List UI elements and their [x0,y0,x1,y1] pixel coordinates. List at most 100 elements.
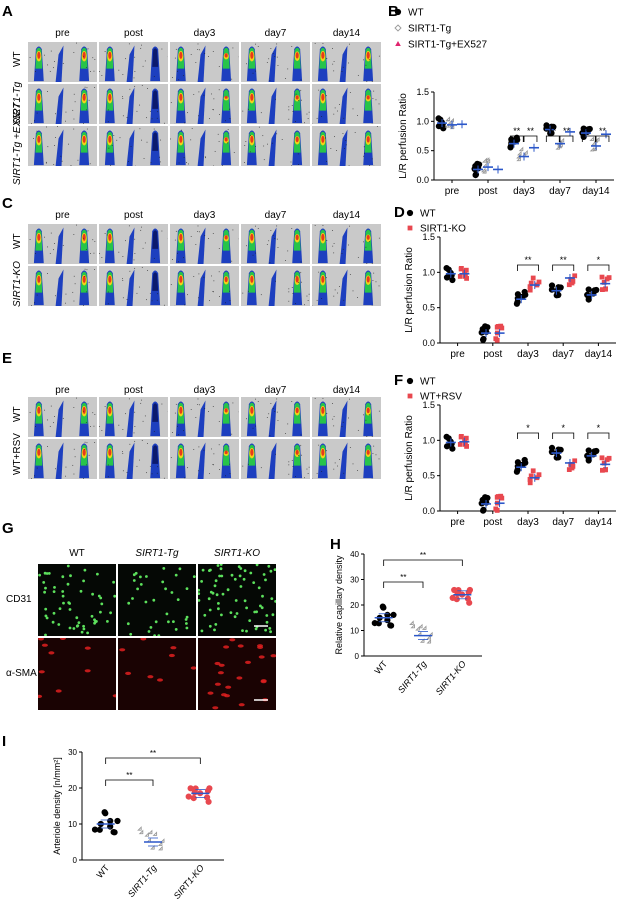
significance-bracket [559,135,574,142]
micro-column-label-0: WT [69,548,85,559]
data-point [111,829,118,836]
panel-letter-c: C [2,195,13,212]
x-tick-label: WT [373,658,390,676]
x-tick-label: post [483,517,502,528]
x-tick-label: day7 [552,349,574,360]
data-point [585,296,592,303]
data-point [204,787,212,794]
data-point [409,620,414,625]
y-tick-label: 0 [73,856,78,865]
series-points-SIRT1-Tg+EX527 [603,6,609,138]
data-point [514,291,522,298]
data-point [96,826,103,833]
data-point [138,829,144,835]
data-point [514,136,521,143]
data-point [443,443,451,450]
data-point [570,464,576,469]
data-point [480,167,486,173]
y-tick-label: 1.0 [416,116,429,126]
significance-bracket [545,135,560,142]
y-axis-label: Relative capillary density [334,555,344,655]
data-point [459,266,464,271]
y-tick-label: 0.0 [422,506,435,516]
group-points-SIRT1-Tg [137,826,165,851]
perfusion-image [241,397,310,437]
series-points-SIRT1-Tg [516,146,528,162]
data-point [463,442,468,447]
data-point [494,494,500,500]
data-point [527,284,533,290]
significance-label: ** [585,126,593,136]
x-tick-label: pre [445,186,460,196]
series-points-SIRT1-Tg [480,157,491,174]
y-tick-label: 1.0 [422,435,435,445]
data-point [566,282,572,288]
column-label-a-1: post [124,28,143,39]
y-axis-label: L/R perfusion Ratio [398,93,409,179]
perfusion-image [99,224,168,264]
perfusion-image [99,439,168,479]
significance-bracket [587,432,610,439]
data-point [445,116,451,121]
perfusion-image [312,439,381,479]
panel-letter-g: G [2,520,14,537]
data-point [457,442,463,447]
data-point [451,586,458,594]
data-point [536,279,542,285]
group-points-WT [91,809,121,836]
row-label-e-0: WT [12,406,23,423]
data-point [527,477,533,482]
data-point [566,467,572,472]
column-label-e-4: day14 [332,385,361,396]
perfusion-image [99,84,168,124]
micro-row-label-1: α-SMA [6,668,37,679]
significance-label: * [561,423,565,433]
data-point [499,325,505,331]
significance-bracket [509,135,524,142]
column-label-e-0: pre [55,385,70,396]
data-point [147,829,153,835]
significance-bracket [105,757,201,764]
perfusion-image [28,224,97,264]
data-point [426,634,431,640]
significance-bracket [517,432,539,439]
data-point [474,160,481,167]
micro-column-label-1: SIRT1-Tg [135,548,179,559]
legend-marker [406,377,414,385]
data-point [185,793,192,800]
significance-label: ** [524,255,532,265]
perfusion-image [28,42,97,82]
column-label-e-1: post [124,385,143,396]
data-point [600,467,605,473]
column-label-a-3: day7 [264,28,287,39]
data-point [493,336,499,342]
column-label-e-2: day3 [193,385,216,396]
data-point [514,467,521,474]
data-point [384,611,391,619]
data-point [559,137,565,143]
group-points-SIRT1-KO [185,785,213,805]
column-label-c-4: day14 [332,210,361,221]
perfusion-image [312,397,381,437]
data-point [523,149,528,155]
significance-label: ** [126,771,132,780]
data-point [449,445,456,452]
perfusion-image [312,266,381,306]
x-tick-label: day3 [513,186,535,196]
legend-marker [407,393,413,399]
series-points-SIRT1-KO [599,274,612,292]
row-label-a-2: SIRT1-Tg +EX527 [12,103,23,185]
data-point [508,136,515,143]
y-tick-label: 0.5 [416,146,429,156]
x-tick-label: day7 [549,186,571,196]
column-label-e-3: day7 [264,385,287,396]
perfusion-image [170,397,239,437]
column-label-c-1: post [124,210,143,221]
perfusion-image [28,266,97,306]
perfusion-image [312,126,381,166]
significance-label: * [597,423,601,433]
x-tick-label: SIRT1-KO [434,659,468,697]
data-point [528,473,534,479]
data-point [601,280,607,285]
data-point [499,495,505,501]
